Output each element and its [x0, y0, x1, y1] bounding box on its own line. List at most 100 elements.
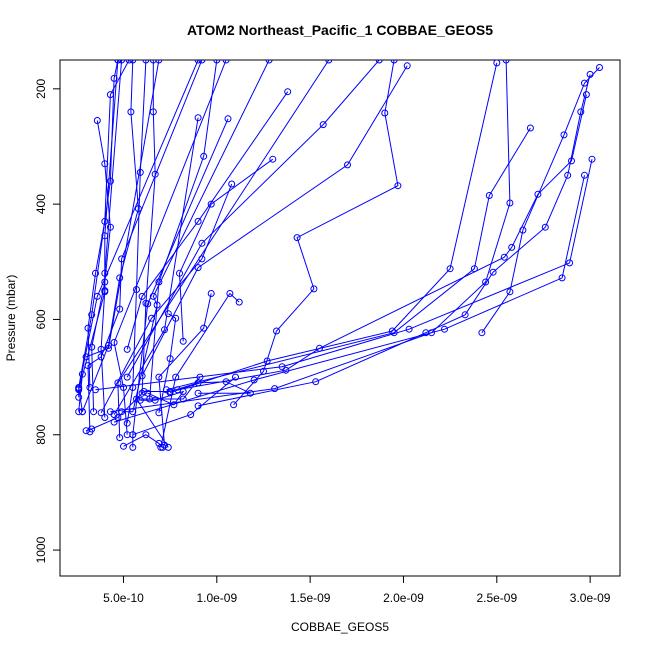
data-point	[84, 362, 92, 370]
series-line	[91, 120, 111, 412]
data-point	[566, 259, 574, 267]
data-point	[461, 311, 469, 319]
data-point	[198, 60, 206, 64]
data-point	[403, 62, 411, 70]
series-29	[75, 60, 202, 393]
data-point	[93, 292, 101, 300]
data-point	[110, 74, 118, 82]
series-39	[120, 431, 167, 451]
data-point	[129, 431, 137, 439]
series-40	[136, 388, 187, 409]
series-15	[97, 180, 236, 417]
data-point	[123, 345, 131, 353]
data-point	[596, 64, 603, 71]
data-point	[75, 385, 83, 393]
data-point	[140, 388, 148, 395]
data-point	[144, 389, 152, 397]
series-line	[177, 94, 587, 391]
data-point	[246, 389, 254, 397]
data-point	[172, 314, 180, 322]
data-point	[441, 325, 448, 333]
series-line	[78, 374, 83, 412]
data-point	[92, 269, 99, 277]
data-point	[194, 60, 202, 64]
data-point	[588, 155, 596, 163]
series-line	[113, 60, 227, 435]
data-point	[97, 353, 105, 361]
data-point	[558, 274, 566, 282]
data-point	[120, 384, 127, 391]
series-line	[126, 91, 289, 350]
series-line	[149, 60, 218, 400]
data-point	[265, 60, 273, 64]
series-14	[176, 155, 277, 345]
series-10	[230, 60, 402, 409]
series-38	[82, 378, 254, 435]
data-point	[194, 389, 202, 397]
series-27	[84, 60, 206, 436]
data-point	[125, 60, 133, 64]
data-point	[75, 408, 83, 416]
y-tick-label: 800	[34, 424, 48, 444]
data-point	[78, 370, 86, 378]
series-13	[123, 88, 292, 353]
data-point	[312, 378, 320, 386]
data-point	[194, 379, 202, 387]
data-point	[129, 443, 137, 451]
series-line	[169, 62, 498, 394]
series-line	[158, 313, 177, 413]
data-point	[194, 114, 202, 122]
series-line	[117, 60, 330, 438]
data-point	[390, 60, 398, 64]
data-point	[88, 343, 96, 351]
data-point	[446, 265, 454, 273]
data-point	[526, 124, 534, 132]
series-line	[113, 175, 585, 423]
data-point	[179, 395, 187, 403]
data-point	[142, 60, 150, 64]
series-12	[123, 60, 383, 381]
data-point	[166, 388, 174, 395]
data-point	[506, 199, 514, 207]
data-point	[138, 292, 146, 300]
data-point	[129, 60, 137, 64]
data-point	[200, 152, 208, 160]
data-point	[170, 401, 178, 409]
data-point	[381, 109, 389, 117]
data-point	[161, 326, 168, 334]
data-point	[213, 60, 221, 64]
data-point	[222, 378, 230, 386]
series-line	[141, 65, 408, 377]
data-point	[541, 223, 549, 231]
series-35	[155, 310, 180, 417]
data-point	[200, 324, 208, 332]
data-point	[114, 60, 122, 64]
series-28	[114, 60, 333, 442]
data-point	[133, 395, 140, 403]
series-16	[110, 114, 202, 419]
series-line	[481, 67, 600, 333]
series-line	[126, 60, 380, 378]
data-point	[118, 60, 126, 64]
data-point	[577, 108, 585, 116]
data-point	[478, 329, 486, 337]
series-line	[100, 183, 233, 414]
series-line	[87, 60, 203, 432]
data-point	[198, 239, 206, 247]
data-point	[120, 442, 127, 450]
data-point	[101, 160, 109, 168]
data-point	[263, 357, 271, 365]
data-point	[485, 192, 493, 199]
data-point	[116, 434, 124, 442]
data-point	[106, 223, 114, 231]
data-point	[136, 396, 144, 404]
data-point	[293, 234, 301, 242]
y-axis-label: Pressure (mbar)	[4, 275, 18, 362]
data-point	[106, 177, 114, 185]
data-point	[157, 443, 165, 451]
series-30	[118, 60, 273, 416]
data-point	[228, 180, 236, 188]
x-tick-label: 1.5e-09	[290, 591, 331, 605]
data-point	[508, 243, 516, 251]
